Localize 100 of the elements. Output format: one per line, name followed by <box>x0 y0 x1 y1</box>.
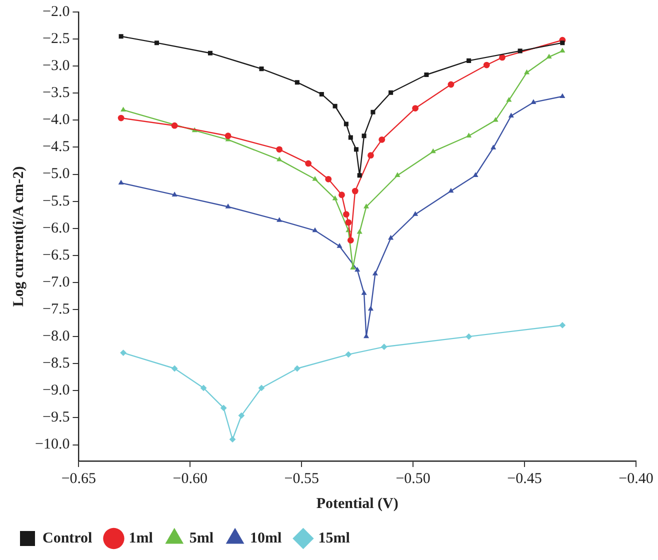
point <box>560 48 566 53</box>
point <box>354 147 359 152</box>
point <box>225 204 231 208</box>
point <box>430 148 436 154</box>
point <box>319 92 324 96</box>
point <box>200 384 207 392</box>
point <box>171 122 178 129</box>
point <box>276 217 282 222</box>
point <box>356 228 362 234</box>
point <box>224 132 232 140</box>
x-tick-label: −0.45 <box>507 470 542 487</box>
point <box>361 290 367 295</box>
point <box>259 66 264 72</box>
point <box>394 172 400 177</box>
point <box>238 412 245 419</box>
y-tick-label: −3.0 <box>42 58 70 74</box>
legend-label: Control <box>42 530 92 546</box>
point <box>344 122 348 126</box>
point <box>336 243 342 248</box>
point <box>448 81 454 88</box>
y-tick-label: −3.5 <box>42 85 70 102</box>
point <box>524 69 530 74</box>
point <box>347 237 354 244</box>
x-tick-label: −0.40 <box>618 470 654 487</box>
point <box>294 80 300 85</box>
point <box>380 344 388 350</box>
y-tick-label: −5.5 <box>42 193 70 210</box>
y-tick-label: −7.0 <box>42 274 70 290</box>
point <box>448 188 454 193</box>
x-tick-label: −0.50 <box>396 470 430 487</box>
x-tick-label: −0.65 <box>61 470 96 487</box>
legend-label: 1ml <box>128 530 153 546</box>
point <box>378 136 386 143</box>
y-tick-label: −10.0 <box>34 436 70 453</box>
point <box>325 176 332 182</box>
point <box>388 90 394 95</box>
point <box>368 306 374 311</box>
point <box>171 365 178 372</box>
point <box>332 104 338 108</box>
x-tick-label: −0.55 <box>284 470 319 487</box>
point <box>229 436 236 443</box>
point <box>348 135 353 140</box>
y-tick-label: −6.0 <box>42 220 70 236</box>
point <box>506 96 512 102</box>
point <box>388 234 394 240</box>
y-tick-label: −6.5 <box>42 247 70 264</box>
point <box>560 93 566 98</box>
y-tick-label: −2.0 <box>42 4 70 20</box>
point <box>118 180 124 185</box>
point <box>559 322 566 328</box>
point <box>120 106 126 112</box>
point <box>357 173 362 178</box>
point <box>466 132 472 138</box>
point <box>472 172 478 177</box>
legend-label: 5ml <box>189 530 214 546</box>
y-tick-label: −9.5 <box>42 410 70 426</box>
point <box>345 351 352 358</box>
point <box>362 134 366 138</box>
point <box>220 404 227 412</box>
point <box>368 152 374 159</box>
point <box>372 270 378 276</box>
point <box>118 114 124 122</box>
y-tick-label: −8.5 <box>42 356 70 372</box>
point <box>118 34 124 39</box>
point <box>530 99 536 104</box>
point <box>560 40 565 46</box>
point <box>466 333 472 340</box>
point <box>172 192 178 196</box>
point <box>276 156 282 162</box>
point <box>305 160 312 167</box>
point <box>370 110 376 114</box>
point <box>294 365 300 372</box>
y-tick-label: −8.0 <box>42 328 70 345</box>
x-tick-label: −0.60 <box>172 470 208 487</box>
point <box>490 144 496 150</box>
point <box>466 58 472 63</box>
point <box>412 211 418 216</box>
x-axis-title: Potential (V) <box>316 496 398 512</box>
point <box>499 54 506 61</box>
point <box>276 146 283 153</box>
point <box>154 40 159 46</box>
legend-label: 15ml <box>318 530 350 546</box>
point <box>312 176 318 181</box>
y-tick-label: −5.0 <box>42 166 70 182</box>
point <box>208 50 212 56</box>
point <box>492 116 498 122</box>
point <box>546 54 552 58</box>
y-tick-label: −9.0 <box>42 382 70 399</box>
point <box>424 72 429 78</box>
point <box>518 48 522 54</box>
y-tick-label: −4.5 <box>42 139 70 156</box>
point <box>354 266 360 272</box>
point <box>483 62 490 68</box>
y-axis-title: Log current(i/A cm-2) <box>10 166 27 307</box>
y-tick-label: −2.5 <box>42 30 70 47</box>
point <box>338 192 345 198</box>
point <box>364 204 370 208</box>
point <box>345 219 352 226</box>
point <box>352 188 358 194</box>
point <box>343 211 350 218</box>
